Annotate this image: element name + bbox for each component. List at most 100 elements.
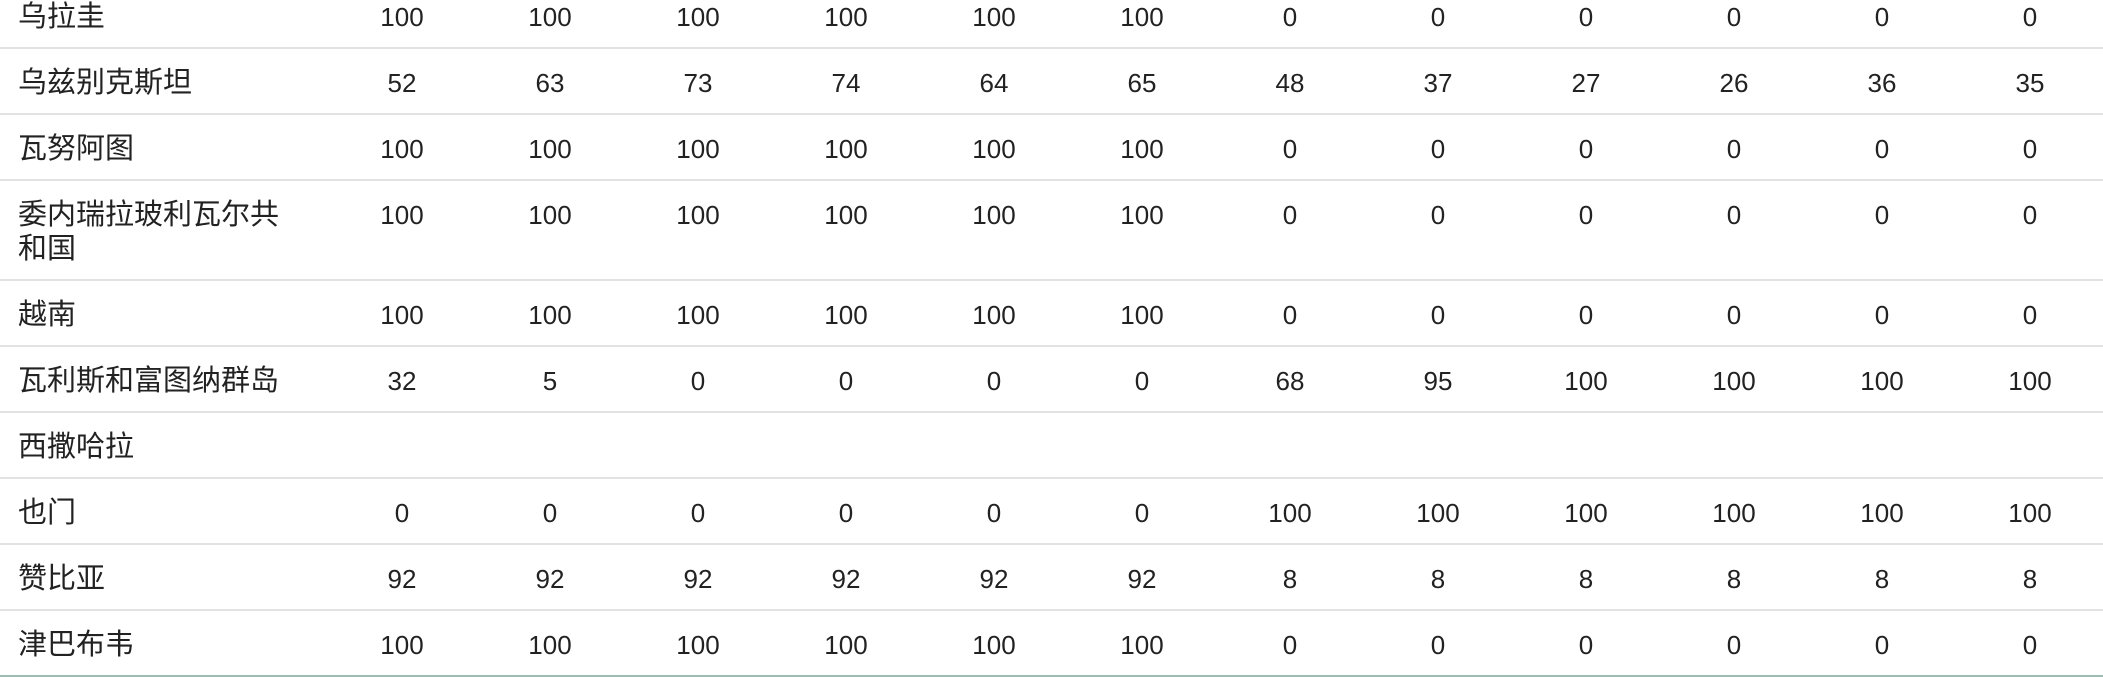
value-cell: 0 [1660, 114, 1808, 181]
value-cell: 52 [328, 48, 476, 115]
value-cell: 0 [1956, 114, 2103, 181]
value-cell: 0 [1660, 610, 1808, 677]
value-cell: 100 [1956, 478, 2103, 545]
table-row: 津巴布韦 100 100 100 100 100 100 0 0 0 0 0 0 [0, 610, 2103, 677]
value-cell [624, 412, 772, 479]
value-cell: 100 [920, 0, 1068, 49]
table-row: 委内瑞拉玻利瓦尔共和国 100 100 100 100 100 100 0 0 0 0 0 0 [0, 180, 2103, 281]
table-row: 瓦利斯和富图纳群岛 32 5 0 0 0 0 68 95 100 100 100 100 [0, 346, 2103, 413]
value-cell: 100 [328, 280, 476, 347]
value-cell: 74 [772, 48, 920, 115]
value-cell: 0 [920, 346, 1068, 413]
value-cell: 100 [1956, 346, 2103, 413]
value-cell: 37 [1364, 48, 1512, 115]
value-cell: 8 [1364, 544, 1512, 611]
table-row: 瓦努阿图 100 100 100 100 100 100 0 0 0 0 0 0 [0, 114, 2103, 181]
value-cell: 100 [624, 0, 772, 49]
country-name-cell: 委内瑞拉玻利瓦尔共和国 [0, 180, 328, 281]
country-name-cell: 也门 [0, 478, 328, 545]
table-row: 赞比亚 92 92 92 92 92 92 8 8 8 8 8 8 [0, 544, 2103, 611]
table-row: 西撒哈拉 [0, 412, 2103, 479]
value-cell: 100 [476, 180, 624, 281]
value-cell: 8 [1216, 544, 1364, 611]
table-row: 也门 0 0 0 0 0 0 100 100 100 100 100 100 [0, 478, 2103, 545]
value-cell: 8 [1512, 544, 1660, 611]
country-name-cell: 瓦努阿图 [0, 114, 328, 181]
value-cell: 73 [624, 48, 772, 115]
value-cell: 100 [1808, 346, 1956, 413]
value-cell: 0 [772, 478, 920, 545]
value-cell: 92 [328, 544, 476, 611]
value-cell: 0 [1068, 346, 1216, 413]
value-cell: 48 [1216, 48, 1364, 115]
value-cell: 8 [1660, 544, 1808, 611]
value-cell: 0 [1808, 0, 1956, 49]
value-cell: 0 [1216, 280, 1364, 347]
value-cell: 0 [624, 346, 772, 413]
value-cell: 5 [476, 346, 624, 413]
value-cell: 0 [1808, 610, 1956, 677]
value-cell [1660, 412, 1808, 479]
value-cell: 32 [328, 346, 476, 413]
value-cell: 100 [1068, 280, 1216, 347]
value-cell: 100 [772, 180, 920, 281]
value-cell: 0 [328, 478, 476, 545]
value-cell: 100 [1068, 114, 1216, 181]
value-cell: 100 [1512, 346, 1660, 413]
value-cell [1364, 412, 1512, 479]
value-cell: 100 [476, 0, 624, 49]
value-cell [1808, 412, 1956, 479]
value-cell: 0 [1364, 114, 1512, 181]
value-cell: 0 [1660, 280, 1808, 347]
value-cell: 100 [328, 180, 476, 281]
value-cell: 100 [476, 114, 624, 181]
value-cell: 92 [624, 544, 772, 611]
value-cell: 0 [1512, 114, 1660, 181]
value-cell [772, 412, 920, 479]
value-cell: 26 [1660, 48, 1808, 115]
value-cell: 0 [1956, 610, 2103, 677]
value-cell: 100 [328, 114, 476, 181]
value-cell: 0 [1956, 0, 2103, 49]
value-cell: 100 [1512, 478, 1660, 545]
table-row: 乌拉圭 100 100 100 100 100 100 0 0 0 0 0 0 [0, 0, 2103, 49]
value-cell: 36 [1808, 48, 1956, 115]
value-cell [328, 412, 476, 479]
value-cell: 100 [1068, 180, 1216, 281]
country-name-cell: 赞比亚 [0, 544, 328, 611]
value-cell: 100 [920, 610, 1068, 677]
value-cell: 100 [1216, 478, 1364, 545]
value-cell: 100 [772, 114, 920, 181]
value-cell: 0 [1216, 610, 1364, 677]
value-cell: 100 [476, 280, 624, 347]
value-cell: 100 [328, 0, 476, 49]
value-cell: 0 [1364, 0, 1512, 49]
value-cell: 0 [1512, 280, 1660, 347]
value-cell: 100 [1364, 478, 1512, 545]
value-cell: 65 [1068, 48, 1216, 115]
value-cell: 0 [1512, 610, 1660, 677]
value-cell [920, 412, 1068, 479]
value-cell: 100 [624, 180, 772, 281]
value-cell: 92 [772, 544, 920, 611]
value-cell: 0 [1808, 280, 1956, 347]
value-cell: 92 [1068, 544, 1216, 611]
value-cell [1512, 412, 1660, 479]
value-cell: 0 [476, 478, 624, 545]
value-cell: 0 [1068, 478, 1216, 545]
value-cell: 0 [1216, 0, 1364, 49]
value-cell [1216, 412, 1364, 479]
value-cell: 0 [772, 346, 920, 413]
value-cell: 100 [1660, 478, 1808, 545]
country-name-cell: 越南 [0, 280, 328, 347]
value-cell [1068, 412, 1216, 479]
value-cell: 100 [624, 114, 772, 181]
value-cell: 63 [476, 48, 624, 115]
value-cell: 100 [1068, 610, 1216, 677]
value-cell: 0 [1216, 114, 1364, 181]
value-cell: 100 [1808, 478, 1956, 545]
value-cell: 0 [1808, 114, 1956, 181]
value-cell: 0 [1808, 180, 1956, 281]
value-cell: 100 [920, 114, 1068, 181]
